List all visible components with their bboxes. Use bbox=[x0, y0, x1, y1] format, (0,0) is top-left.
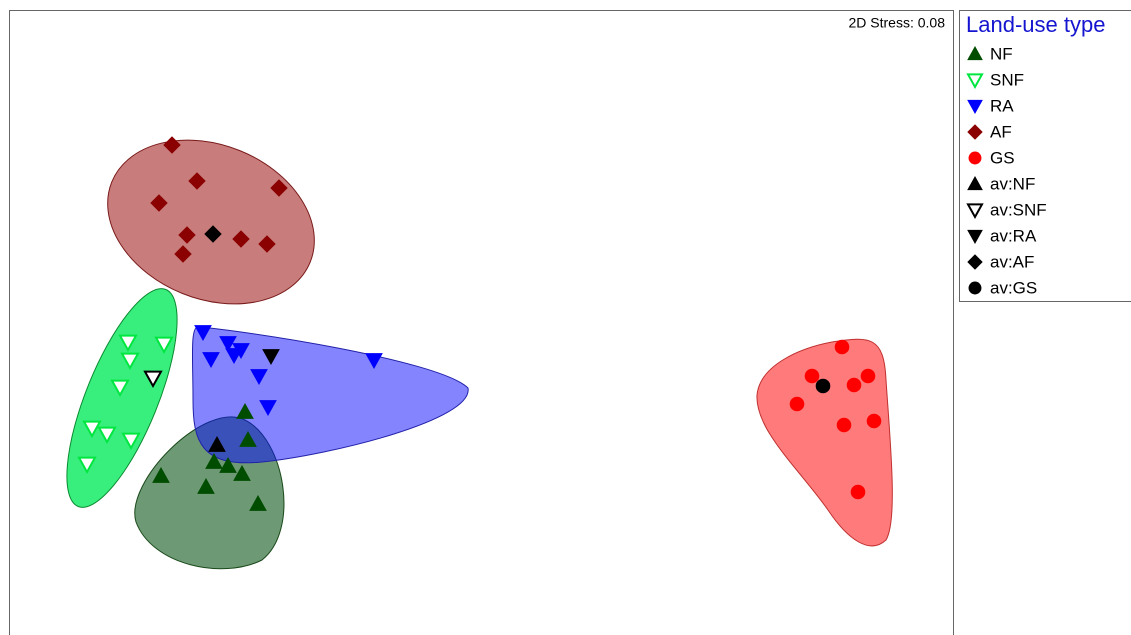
hull-snf bbox=[66, 288, 178, 508]
hull-af bbox=[107, 139, 315, 305]
data-point bbox=[118, 334, 138, 353]
data-point bbox=[163, 136, 181, 154]
group-hulls bbox=[66, 139, 893, 570]
data-point bbox=[82, 420, 102, 439]
data-point bbox=[815, 378, 831, 394]
data-point bbox=[77, 456, 97, 475]
data-point bbox=[97, 426, 117, 445]
data-point bbox=[208, 435, 226, 452]
data-point bbox=[846, 377, 862, 393]
legend-label: av:GS bbox=[990, 278, 1037, 297]
data-point bbox=[202, 352, 220, 369]
legend-marker bbox=[967, 175, 983, 191]
legend-label: RA bbox=[990, 96, 1014, 115]
legend-marker bbox=[968, 281, 982, 295]
data-point bbox=[860, 368, 876, 384]
data-point bbox=[143, 370, 163, 389]
legend-marker bbox=[967, 45, 983, 61]
data-point bbox=[232, 230, 250, 248]
legend-label: av:RA bbox=[990, 226, 1037, 245]
data-point bbox=[866, 413, 882, 429]
data-point bbox=[197, 477, 215, 494]
data-point bbox=[225, 348, 243, 365]
data-point bbox=[804, 368, 820, 384]
legend-marker bbox=[966, 73, 984, 90]
data-point bbox=[249, 494, 267, 511]
hull-ra bbox=[191, 326, 469, 464]
data-point bbox=[258, 235, 276, 253]
data-point bbox=[233, 464, 251, 481]
legend-marker bbox=[967, 254, 983, 270]
data-point bbox=[121, 432, 141, 451]
legend-marker bbox=[966, 203, 984, 220]
data-point bbox=[194, 325, 212, 342]
stress-label: 2D Stress: 0.08 bbox=[849, 15, 946, 31]
data-point bbox=[219, 456, 237, 473]
data-point bbox=[188, 172, 206, 190]
data-point bbox=[259, 400, 277, 417]
data-point bbox=[239, 430, 257, 447]
legend-label: NF bbox=[990, 44, 1013, 63]
data-point bbox=[120, 352, 140, 371]
legend-marker bbox=[967, 99, 983, 115]
data-point bbox=[836, 417, 852, 433]
data-point bbox=[174, 245, 192, 263]
data-point bbox=[219, 336, 237, 353]
data-point bbox=[850, 484, 866, 500]
legend-marker bbox=[967, 124, 983, 140]
legend-title: Land-use type bbox=[966, 12, 1105, 37]
data-point bbox=[110, 379, 130, 398]
data-point bbox=[204, 225, 222, 243]
data-point bbox=[205, 452, 223, 469]
legend-label: av:NF bbox=[990, 174, 1035, 193]
data-point bbox=[270, 179, 288, 197]
data-point bbox=[236, 402, 254, 419]
legend-label: AF bbox=[990, 122, 1012, 141]
legend-label: av:AF bbox=[990, 252, 1034, 271]
data-point bbox=[152, 466, 170, 483]
legend-label: GS bbox=[990, 148, 1015, 167]
data-point bbox=[250, 369, 268, 386]
data-point bbox=[262, 349, 280, 366]
legend-box bbox=[959, 10, 1131, 302]
data-point bbox=[789, 396, 805, 412]
legend-marker bbox=[968, 151, 982, 165]
data-point bbox=[150, 194, 168, 212]
data-point bbox=[834, 339, 850, 355]
legend-label: SNF bbox=[990, 70, 1024, 89]
legend-marker bbox=[967, 229, 983, 245]
data-point bbox=[365, 353, 383, 370]
data-point bbox=[154, 336, 174, 355]
data-point bbox=[178, 226, 196, 244]
legend-label: av:SNF bbox=[990, 200, 1047, 219]
